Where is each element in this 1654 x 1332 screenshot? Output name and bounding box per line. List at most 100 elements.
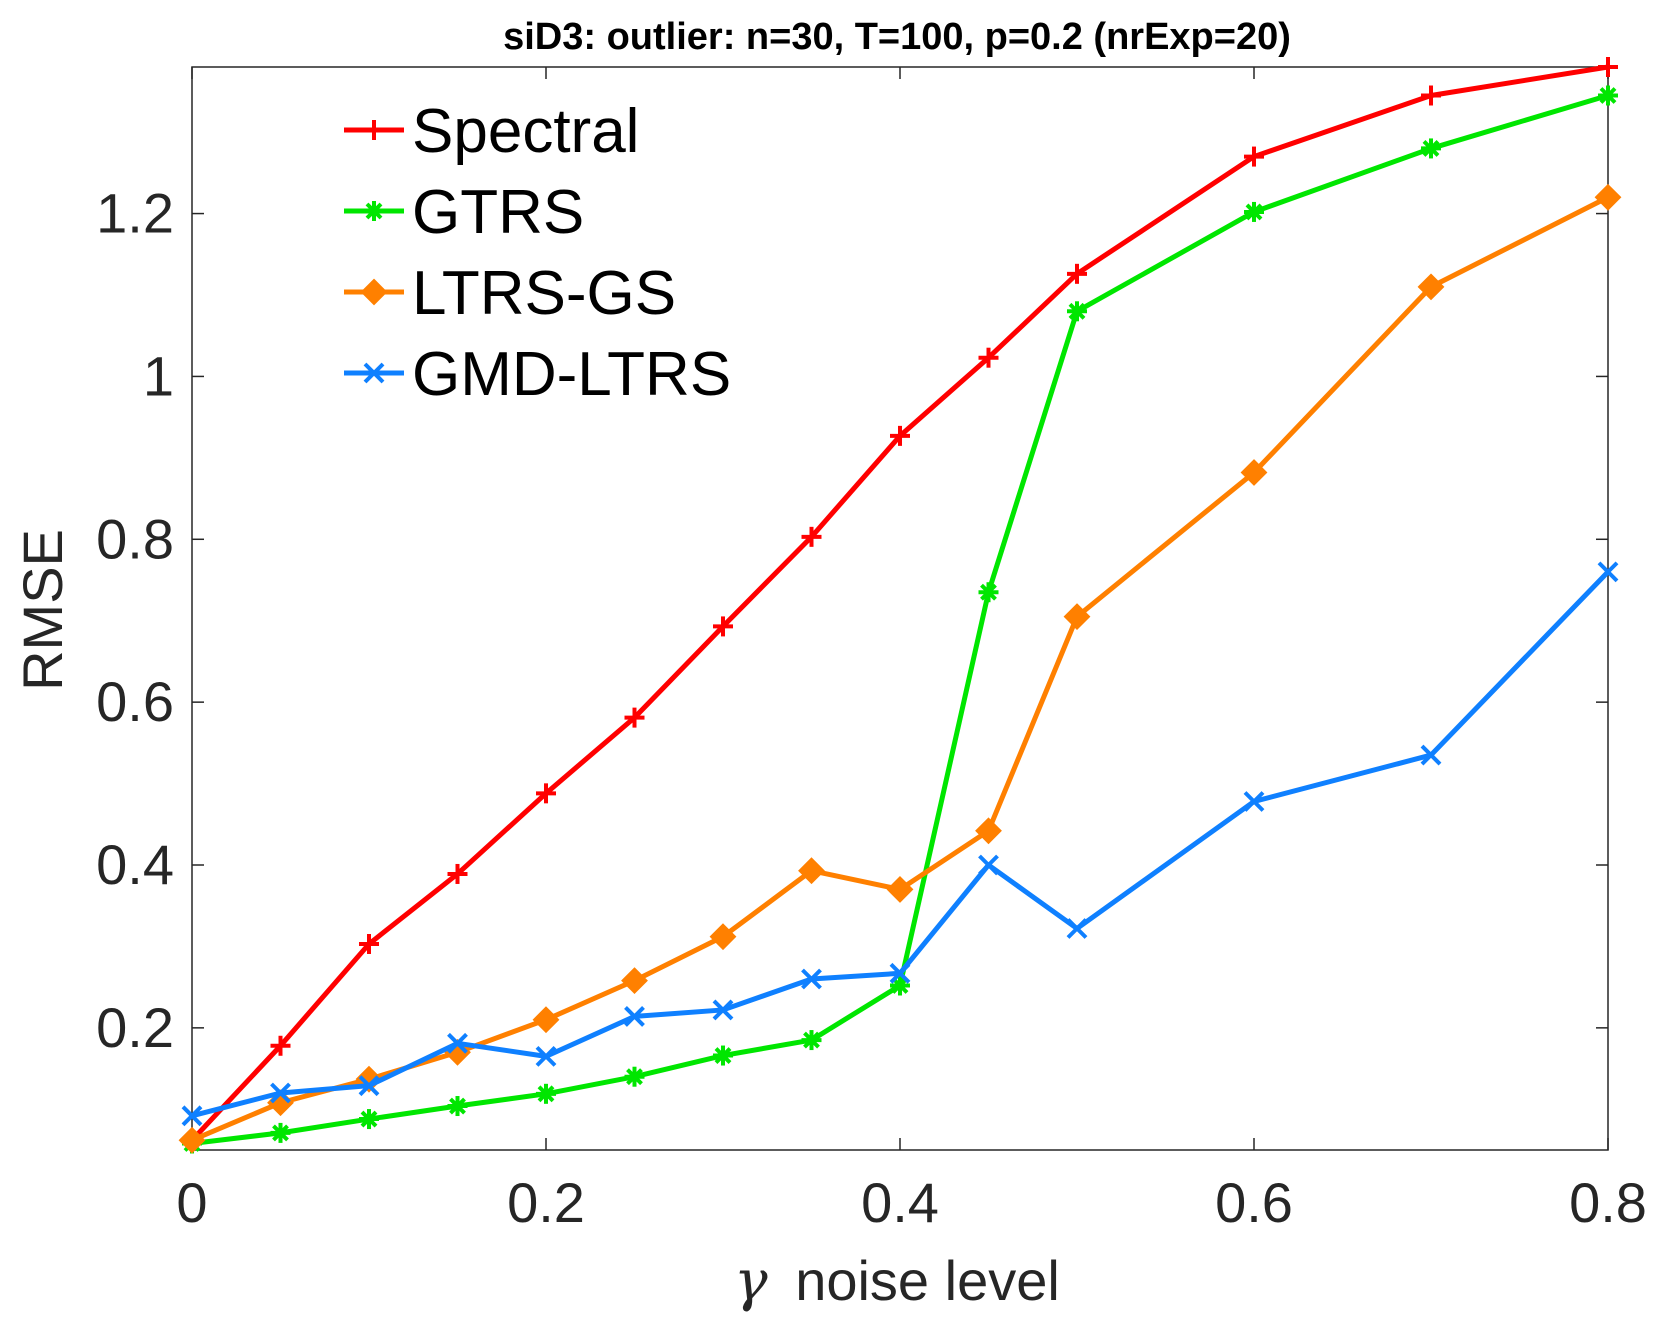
data-point-0-11 <box>1244 146 1264 167</box>
data-point-1-11 <box>1244 201 1264 222</box>
legend-item-3: GMD-LTRS <box>344 340 731 409</box>
legend-marker-2 <box>360 278 388 306</box>
y-tick-label-3: 0.8 <box>96 507 174 570</box>
legend-marker-1 <box>364 201 384 221</box>
legend-item-1: GTRS <box>344 178 584 247</box>
data-point-1-6 <box>713 1045 733 1066</box>
data-point-3-9-d2 <box>978 854 999 876</box>
legend-marker-1-d2 <box>365 202 383 220</box>
data-point-1-2-d2 <box>360 1110 378 1128</box>
x-tick-label-3: 0.6 <box>1215 1171 1293 1234</box>
data-point-0-4 <box>536 783 556 804</box>
series-ltrs-gs <box>178 183 1622 1154</box>
data-point-1-3 <box>447 1096 468 1117</box>
data-point-0-3 <box>447 863 468 884</box>
series-line-3 <box>191 570 1610 1119</box>
y-tick-label-0: 0.2 <box>96 996 174 1059</box>
data-point-2-0 <box>178 1126 206 1154</box>
data-point-1-1 <box>270 1122 291 1143</box>
data-point-3-5 <box>624 1006 645 1027</box>
x-axis-label: γ noise level <box>734 1249 1060 1314</box>
y-tick-label-1: 0.4 <box>96 833 174 896</box>
data-point-3-0 <box>181 1105 203 1127</box>
data-point-1-5 <box>624 1066 645 1087</box>
data-point-1-8 <box>890 975 910 996</box>
x-tick-label-4: 0.8 <box>1569 1171 1647 1234</box>
data-point-2-12 <box>1417 273 1445 301</box>
x-tick-label-2: 0.4 <box>861 1171 939 1234</box>
data-point-2-13-shape <box>1594 183 1622 211</box>
data-point-1-4 <box>536 1083 556 1104</box>
data-point-3-12-d2 <box>1420 744 1442 766</box>
data-point-3-9 <box>978 854 999 876</box>
data-point-1-10-d2 <box>1068 302 1086 320</box>
data-point-0-10 <box>1067 263 1087 284</box>
data-point-3-3 <box>447 1032 468 1054</box>
data-point-3-0-d2 <box>181 1105 203 1127</box>
data-point-2-9 <box>975 817 1002 845</box>
series-gmd-ltrs <box>181 561 1619 1127</box>
data-point-3-4 <box>535 1045 557 1067</box>
series-gtrs <box>182 85 1618 1154</box>
data-point-2-6-shape <box>709 923 737 951</box>
legend-label-0: Spectral <box>412 97 639 166</box>
data-point-2-7-shape <box>798 857 825 885</box>
data-point-2-4-shape <box>532 1006 560 1034</box>
series-line-2 <box>191 195 1610 1143</box>
y-tick-label-2: 0.6 <box>96 670 174 733</box>
legend-label-1: GTRS <box>412 178 584 247</box>
data-point-3-2 <box>358 1075 380 1097</box>
data-point-0-6 <box>713 616 733 637</box>
x-axis-label-text: noise level <box>795 1249 1060 1312</box>
y-axis-label: RMSE <box>11 529 74 691</box>
data-point-3-10 <box>1066 918 1088 939</box>
data-point-1-7-d2 <box>803 1031 820 1049</box>
data-point-1-12 <box>1421 138 1441 159</box>
data-point-1-13 <box>1598 85 1618 106</box>
data-point-1-8-d2 <box>891 977 909 994</box>
data-point-3-11 <box>1243 791 1265 812</box>
data-point-2-9-shape <box>975 817 1002 845</box>
data-point-2-12-shape <box>1417 273 1445 301</box>
data-point-0-8 <box>890 425 910 446</box>
data-point-3-7 <box>801 968 822 990</box>
data-point-3-8 <box>889 962 911 984</box>
legend: Spectral GTRS LTRS-GS GMD-LTRS <box>344 97 731 409</box>
data-point-2-13 <box>1594 183 1622 211</box>
data-point-1-5-d2 <box>626 1068 643 1086</box>
data-point-1-11-d2 <box>1245 203 1263 221</box>
plot-area: 0 0.2 0.4 0.6 0.8 0.2 0.4 0.6 0.8 1 1.2 Spectral GTR… <box>96 57 1647 1234</box>
data-point-0-12 <box>1421 85 1441 106</box>
data-point-1-10 <box>1067 301 1087 322</box>
legend-marker-0 <box>364 120 384 140</box>
data-point-2-8-shape <box>886 876 914 903</box>
data-point-3-13 <box>1597 561 1619 583</box>
data-point-1-6-d2 <box>714 1047 732 1064</box>
data-point-1-9 <box>978 582 999 603</box>
data-point-2-5 <box>621 967 648 995</box>
data-point-3-4-d2 <box>535 1045 557 1067</box>
series-line-1 <box>191 93 1609 1146</box>
data-point-2-7 <box>798 857 825 885</box>
data-point-3-6 <box>712 999 734 1021</box>
data-point-0-1 <box>270 1035 291 1056</box>
x-tick-label-1: 0.2 <box>507 1171 585 1234</box>
y-tick-label-5: 1.2 <box>96 182 174 245</box>
legend-label-2: LTRS-GS <box>412 259 676 328</box>
y-tick-label-4: 1 <box>143 344 174 407</box>
legend-label-3: GMD-LTRS <box>412 340 731 409</box>
data-point-0-9 <box>978 347 999 368</box>
data-point-0-5 <box>624 707 645 728</box>
data-point-2-11 <box>1240 459 1268 486</box>
data-point-2-10 <box>1063 603 1091 631</box>
data-point-3-1-d2 <box>270 1082 291 1104</box>
data-point-1-3-d2 <box>449 1097 466 1115</box>
data-point-3-7-d2 <box>801 968 822 990</box>
data-point-2-6 <box>709 923 737 951</box>
data-point-3-11-d2 <box>1243 791 1265 812</box>
data-point-2-5-shape <box>621 967 648 995</box>
data-point-1-1-d2 <box>272 1124 289 1142</box>
data-point-0-13 <box>1598 57 1618 77</box>
